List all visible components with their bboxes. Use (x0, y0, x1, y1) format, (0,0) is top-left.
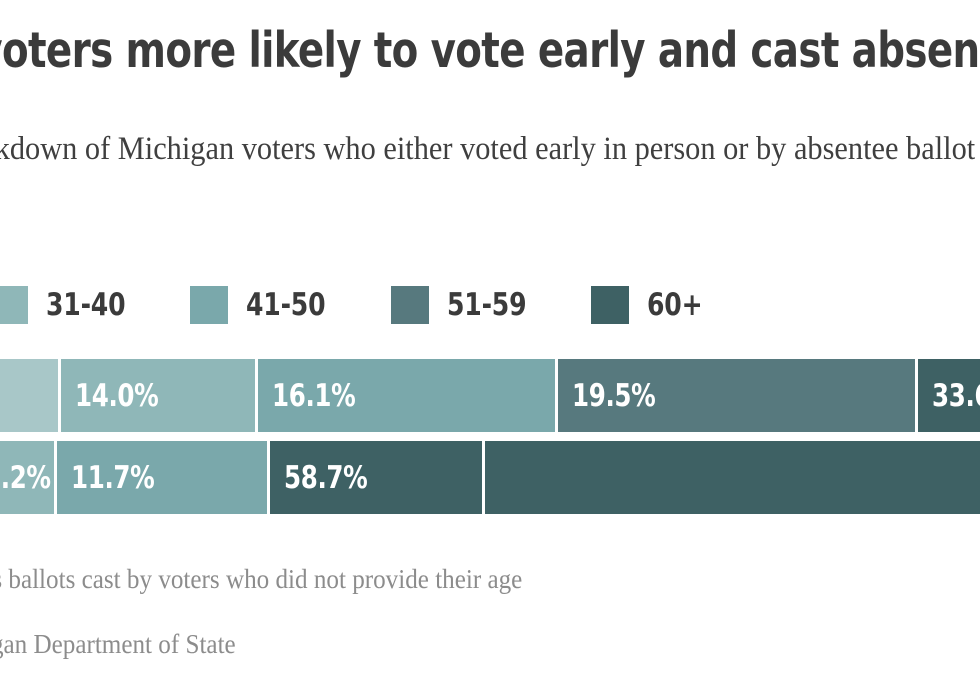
chart-title: Older voters more likely to vote early a… (0, 22, 980, 79)
legend-item-label: 60+ (646, 287, 703, 323)
bar-segment: 15.6% (485, 441, 980, 514)
legend-item-60-: 60+ (590, 286, 709, 324)
legend-swatch-icon (0, 286, 29, 324)
bar-segment-value: 58.7% (284, 459, 368, 496)
bar-segment: 19.5% (558, 359, 918, 432)
bar-segment: 16.8% (0, 359, 61, 432)
bar-segment-value: 9.2% (0, 459, 51, 496)
bar-segment: 33.6% (918, 359, 980, 432)
legend-item-51-59: 51-59 (390, 286, 535, 324)
bar-segment-value: 14.0% (75, 377, 159, 414)
chart-source: Source: Michigan Department of State (0, 629, 236, 659)
chart-bars: 16.8%14.0%16.1%19.5%33.6%4.8%9.2%11.7%58… (0, 359, 980, 523)
bar-segment-value: 33.6% (932, 377, 980, 414)
chart-note: Note: Excludes ballots cast by voters wh… (0, 564, 523, 594)
bar-segment-value: 16.1% (272, 377, 356, 414)
legend-item-label: 41-50 (246, 287, 326, 323)
bar-row: 16.8% 14.0% 16.1% 19.5% 33.6% (0, 359, 980, 432)
legend-item-31-40: 31-40 (0, 286, 134, 324)
bar-row: 4.8%9.2%11.7%58.7%15.6% (0, 441, 980, 514)
legend-item-label: 31-40 (46, 287, 126, 323)
legend-item-41-50: 41-50 (190, 286, 334, 324)
bar-segment: 58.7% (270, 441, 485, 514)
chart-subtitle: An age breakdown of Michigan voters who … (0, 131, 976, 167)
bar-segment-value: 11.7% (71, 459, 155, 496)
bar-segment-value: 19.5% (572, 377, 656, 414)
bar-segment: 11.7% (57, 441, 270, 514)
bar-segment: 14.0% (61, 359, 258, 432)
legend-swatch-icon (590, 286, 629, 324)
bar-segment: 16.1% (258, 359, 558, 432)
legend-swatch-icon (190, 286, 229, 324)
legend-swatch-icon (390, 286, 429, 324)
bar-segment: 9.2% (0, 441, 57, 514)
legend-item-label: 51-59 (446, 287, 527, 323)
